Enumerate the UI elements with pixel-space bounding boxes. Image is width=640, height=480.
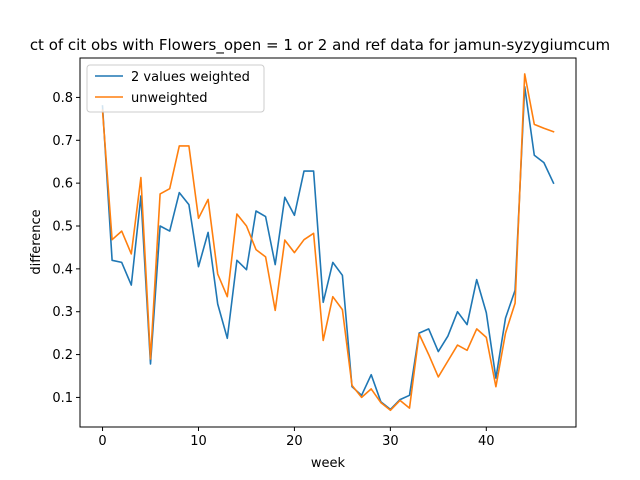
x-tick-label: 10	[190, 434, 207, 449]
x-tick-label: 20	[286, 434, 303, 449]
x-tick-label: 30	[382, 434, 399, 449]
y-axis-label: difference	[29, 209, 44, 274]
x-tick-label: 0	[98, 434, 106, 449]
legend-label-unweighted: unweighted	[131, 91, 208, 106]
chart-title: ct of cit obs with Flowers_open = 1 or 2…	[30, 36, 610, 55]
y-tick-label: 0.3	[52, 305, 73, 320]
axes-frame	[79, 57, 577, 428]
x-tick-label: 40	[478, 434, 495, 449]
y-tick-label: 0.7	[52, 134, 73, 149]
y-tick-label: 0.8	[52, 91, 73, 106]
y-tick-label: 0.2	[52, 348, 73, 363]
series-line-0	[101, 85, 555, 411]
y-tick-label: 0.4	[52, 262, 73, 277]
plot-area	[101, 73, 555, 412]
y-tick-label: 0.5	[52, 220, 73, 235]
x-axis-ticks: 0 10 20 30 40	[98, 427, 495, 449]
legend-box	[86, 64, 265, 113]
y-axis-ticks: 0.1 0.2 0.3 0.4 0.5 0.6 0.7 0.8	[52, 91, 80, 406]
y-tick-label: 0.6	[52, 177, 73, 192]
legend-label-weighted: 2 values weighted	[131, 70, 250, 85]
x-axis-label: week	[311, 456, 346, 471]
series-line-1	[101, 73, 555, 412]
legend: 2 values weighted unweighted	[86, 64, 265, 113]
y-tick-label: 0.1	[52, 391, 73, 406]
